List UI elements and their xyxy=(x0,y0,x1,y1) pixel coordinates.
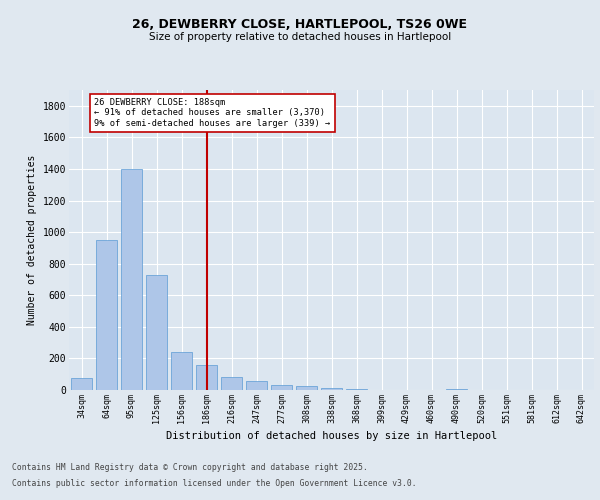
Text: Size of property relative to detached houses in Hartlepool: Size of property relative to detached ho… xyxy=(149,32,451,42)
Text: 26, DEWBERRY CLOSE, HARTLEPOOL, TS26 0WE: 26, DEWBERRY CLOSE, HARTLEPOOL, TS26 0WE xyxy=(133,18,467,30)
Bar xyxy=(121,169,142,390)
Bar xyxy=(446,388,467,390)
Bar xyxy=(346,388,367,390)
Text: Contains public sector information licensed under the Open Government Licence v3: Contains public sector information licen… xyxy=(12,478,416,488)
Bar xyxy=(321,388,342,390)
Bar xyxy=(271,386,292,390)
X-axis label: Distribution of detached houses by size in Hartlepool: Distribution of detached houses by size … xyxy=(166,431,497,441)
Bar xyxy=(296,386,317,390)
Text: 26 DEWBERRY CLOSE: 188sqm
← 91% of detached houses are smaller (3,370)
9% of sem: 26 DEWBERRY CLOSE: 188sqm ← 91% of detac… xyxy=(94,98,330,128)
Bar xyxy=(71,378,92,390)
Bar xyxy=(171,352,192,390)
Bar xyxy=(246,382,267,390)
Bar xyxy=(96,240,117,390)
Bar xyxy=(146,274,167,390)
Bar xyxy=(196,364,217,390)
Y-axis label: Number of detached properties: Number of detached properties xyxy=(27,155,37,325)
Text: Contains HM Land Registry data © Crown copyright and database right 2025.: Contains HM Land Registry data © Crown c… xyxy=(12,464,368,472)
Bar xyxy=(221,378,242,390)
